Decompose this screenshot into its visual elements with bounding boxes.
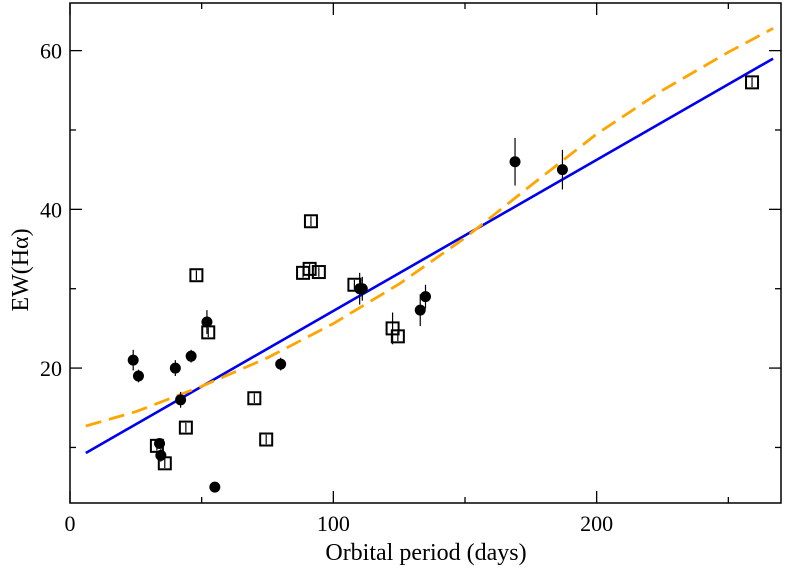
plot-frame bbox=[69, 2, 782, 504]
open-square-point bbox=[303, 214, 318, 229]
linear-fit-line bbox=[85, 57, 774, 455]
open-square-point bbox=[201, 325, 216, 340]
open-square-point bbox=[390, 329, 405, 344]
filled-circle-point bbox=[275, 358, 287, 370]
filled-circle-point bbox=[420, 291, 431, 303]
open-square-point bbox=[178, 420, 193, 435]
axes: 0 100 200 20 40 60 bbox=[40, 2, 782, 536]
open-square-point bbox=[157, 456, 172, 471]
filled-circle-point bbox=[414, 304, 426, 316]
open-square-point bbox=[302, 261, 317, 276]
x-tick-label: 100 bbox=[317, 511, 350, 536]
filled-circle-point bbox=[201, 316, 213, 328]
fit-lines bbox=[85, 27, 774, 455]
open-square-point bbox=[347, 277, 362, 292]
x-axis-label: Orbital period (days) bbox=[325, 540, 526, 566]
open-square-point bbox=[745, 75, 760, 90]
filled-circle-point bbox=[356, 283, 368, 295]
filled-circle-point bbox=[509, 156, 521, 168]
data-points bbox=[127, 75, 760, 493]
open-square-point bbox=[311, 265, 326, 280]
x-tick-label: 0 bbox=[65, 511, 76, 536]
filled-circle-point bbox=[209, 481, 221, 493]
filled-circle-point bbox=[127, 354, 139, 366]
y-tick-label: 20 bbox=[40, 356, 62, 381]
filled-circle-point bbox=[556, 164, 568, 176]
open-square-point bbox=[149, 438, 164, 453]
filled-circle-point bbox=[175, 394, 187, 406]
open-square-point bbox=[189, 268, 204, 283]
y-tick-label: 60 bbox=[40, 39, 62, 64]
filled-circle-point bbox=[132, 370, 144, 382]
dashed-fit-line bbox=[85, 27, 774, 428]
x-tick-label: 200 bbox=[580, 511, 613, 536]
y-tick-label: 40 bbox=[40, 197, 62, 222]
open-square-point bbox=[247, 391, 262, 406]
filled-circle-point bbox=[185, 350, 197, 362]
open-square-point bbox=[259, 432, 274, 447]
filled-circle-point bbox=[169, 362, 181, 374]
y-axis-label: EW(Hα) bbox=[8, 228, 34, 311]
